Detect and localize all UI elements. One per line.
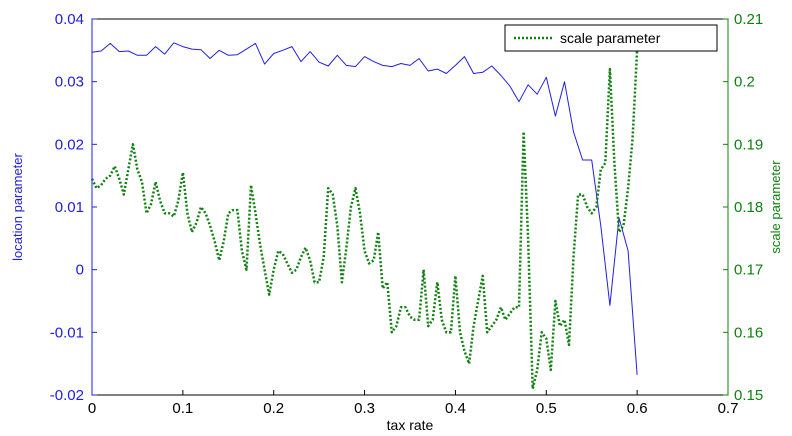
right-tick-label: 0.21 [734,11,763,28]
x-axis-label: tax rate [387,417,434,433]
plot-frame [91,18,729,396]
legend-label-scale-parameter: scale parameter [560,30,661,46]
series-line-scale-parameter [90,50,639,390]
series-group [90,42,639,390]
right-tick-label: 0.19 [734,136,763,153]
x-tick-label: 0.1 [172,400,193,417]
legend: scale parameter [504,24,718,52]
right-tick-label: 0.16 [734,324,763,341]
right-axis-label: scale parameter [768,160,783,254]
left-tick-label: 0.02 [55,136,84,153]
left-tick-label: 0 [76,262,84,279]
x-tick-label: 0.7 [718,400,739,417]
x-tick-label: 0.5 [536,400,557,417]
series-line-location-parameter [91,42,638,375]
right-tick-label: 0.2 [734,74,755,91]
right-axis-ticks: 0.15 0.16 0.17 0.18 0.19 0.2 0.21 [723,11,763,404]
x-tick-label: 0.2 [263,400,284,417]
left-tick-label: -0.01 [50,324,84,341]
right-tick-label: 0.17 [734,262,763,279]
right-tick-label: 0.15 [734,387,763,404]
left-tick-label: 0.04 [55,11,84,28]
x-axis-ticks: 0 0.1 0.2 0.3 0.4 0.5 0.6 0.7 [88,390,739,417]
left-axis-ticks: -0.02 -0.01 0 0.01 0.02 0.03 0.04 [50,11,97,404]
x-tick-label: 0.4 [445,400,466,417]
legend-box [504,24,718,52]
right-tick-label: 0.18 [734,199,763,216]
left-tick-label: -0.02 [50,387,84,404]
left-axis-label: location parameter [10,152,25,260]
plot-area: -0.02 -0.01 0 0.01 0.02 0.03 0.04 0.15 0.16 0.17… [50,11,763,417]
left-tick-label: 0.03 [55,74,84,91]
x-tick-label: 0 [88,400,96,417]
left-tick-label: 0.01 [55,199,84,216]
x-tick-label: 0.6 [627,400,648,417]
x-tick-label: 0.3 [354,400,375,417]
